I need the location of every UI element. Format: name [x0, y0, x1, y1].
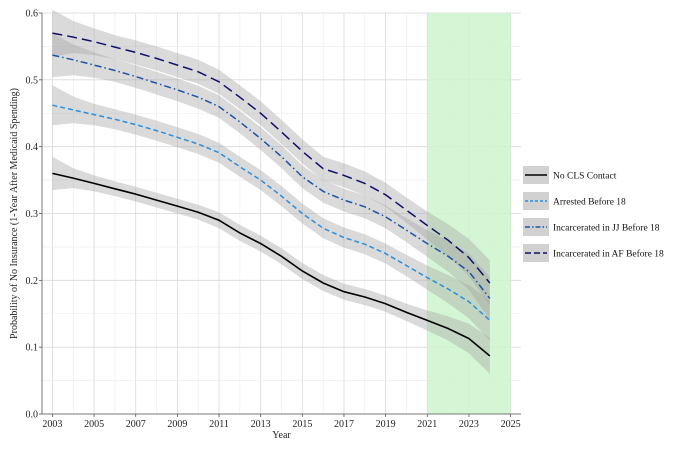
series-line-3 [52, 32, 491, 284]
x-tick-label: 2009 [167, 419, 187, 430]
x-tick-label: 2023 [459, 419, 479, 430]
x-tick-label: 2021 [417, 419, 437, 430]
x-tick-label: 2025 [501, 419, 521, 430]
plot-area: 2003 2005 2007 2009 2011 2013 2015 2017 2019 2021… [26, 9, 521, 430]
x-tick-label: 2015 [292, 419, 312, 430]
y-tick-label: 0.3 [26, 209, 39, 220]
confidence-band-2 [52, 33, 490, 320]
x-tick-label: 2017 [334, 419, 354, 430]
y-tick-label: 0.0 [26, 410, 39, 421]
confidence-band-1 [52, 85, 490, 341]
confidence-band-0 [52, 156, 490, 374]
series-line-1 [52, 104, 491, 321]
x-tick-label: 2011 [209, 419, 229, 430]
legend-label: No CLS Contact [553, 172, 617, 182]
x-tick-label: 2003 [42, 419, 62, 430]
x-axis-label: Year [272, 430, 291, 441]
x-tick-label: 2013 [251, 419, 271, 430]
legend-label: Arrested Before 18 [553, 197, 626, 208]
x-tick-label: 2019 [376, 419, 396, 430]
highlight-region [427, 13, 511, 414]
x-tick-label: 2007 [126, 419, 146, 430]
y-tick-label: 0.1 [26, 343, 39, 354]
y-tick-label: 0.6 [26, 9, 39, 20]
legend-label: Incarcerated in JJ Before 18 [553, 223, 660, 234]
legend: No CLS Contact Arrested Before 18 Incarcer… [522, 162, 664, 276]
x-tick-label: 2005 [84, 419, 104, 430]
y-tick-label: 0.5 [26, 75, 39, 86]
y-tick-label: 0.2 [26, 276, 39, 287]
legend-label: Incarcerated in AF Before 18 [553, 249, 664, 260]
series-line-2 [52, 54, 491, 299]
series-line-0 [52, 172, 491, 357]
y-tick-label: 0.4 [26, 142, 39, 153]
y-axis-label: Probability of No Insurance (1-Year Afte… [9, 88, 20, 339]
confidence-band-3 [52, 9, 490, 306]
